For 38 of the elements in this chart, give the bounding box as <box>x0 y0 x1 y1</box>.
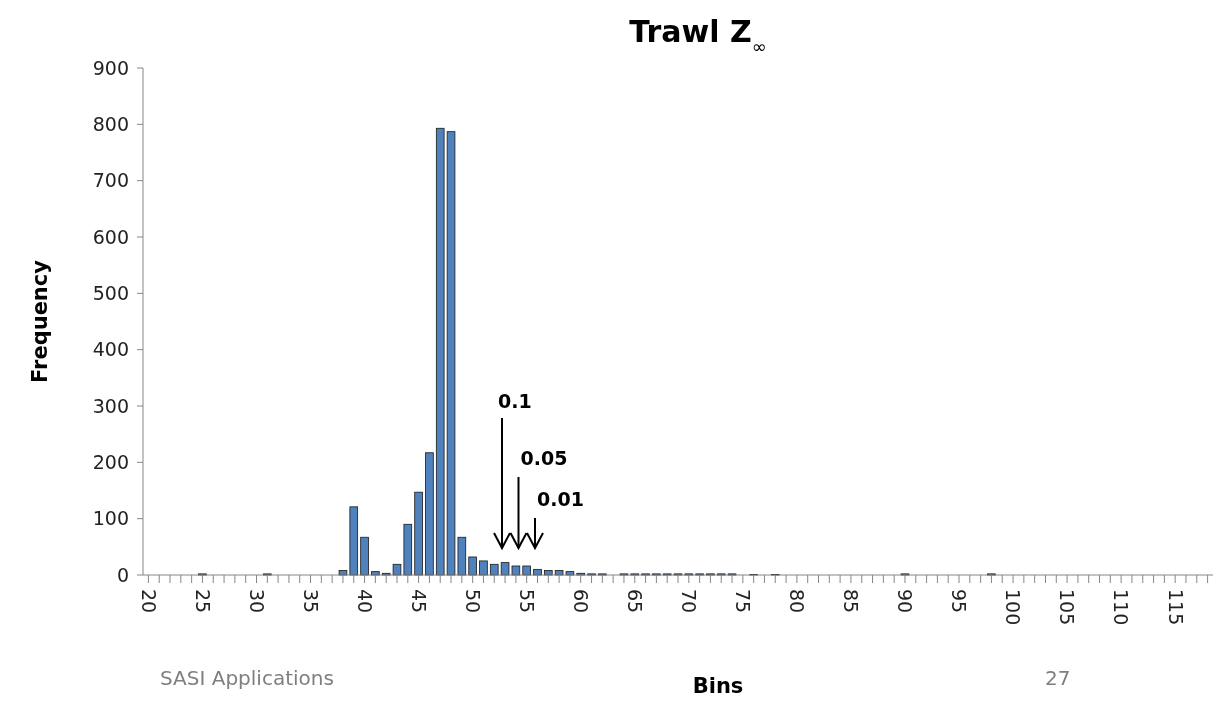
y-tick-label: 200 <box>92 450 129 473</box>
annotation: 0.05 <box>520 447 568 469</box>
annotation: 0.1 <box>498 390 532 412</box>
x-tick-label: 50 <box>462 589 484 614</box>
y-tick-label: 500 <box>92 281 129 304</box>
y-tick-label: 0 <box>116 563 129 586</box>
x-tick-label: 60 <box>570 589 593 614</box>
y-tick-label: 600 <box>92 225 129 248</box>
x-tick-label: 90 <box>894 589 917 614</box>
x-tick-label: 75 <box>732 589 755 614</box>
x-tick-label: 25 <box>191 589 214 614</box>
x-axis-title: Bins <box>692 674 744 698</box>
x-tick-label: 45 <box>407 589 430 614</box>
x-tick-label: 110 <box>1110 589 1133 626</box>
y-tick-label: 300 <box>92 394 129 417</box>
annotation: 0.01 <box>537 488 584 510</box>
x-tick-label: 80 <box>786 589 809 614</box>
y-tick-label: 400 <box>92 338 129 361</box>
text: SASI Applications <box>160 666 334 690</box>
text: 27 <box>1045 666 1071 690</box>
x-tick-label: 35 <box>299 589 322 614</box>
x-tick-label: 55 <box>516 589 539 614</box>
chart-title: Trawl Z$_{∞}$ <box>629 14 767 57</box>
y-tick-label: 900 <box>92 56 129 79</box>
x-tick-label: 95 <box>948 589 971 614</box>
x-tick-label: 85 <box>840 589 863 614</box>
x-tick-label: 65 <box>624 589 647 614</box>
x-tick-label: 100 <box>1002 589 1025 626</box>
x-tick-label: 30 <box>245 589 268 614</box>
y-tick-label: 700 <box>92 169 129 192</box>
x-tick-label: 70 <box>678 589 701 614</box>
y-axis-title: Frequency <box>28 259 52 383</box>
x-tick-label: 105 <box>1056 589 1079 626</box>
y-tick-label: 100 <box>92 507 129 530</box>
x-tick-label: 20 <box>137 589 160 614</box>
x-tick-label: 115 <box>1164 589 1187 626</box>
y-tick-label: 800 <box>92 112 129 135</box>
x-tick-label: 40 <box>353 589 376 614</box>
